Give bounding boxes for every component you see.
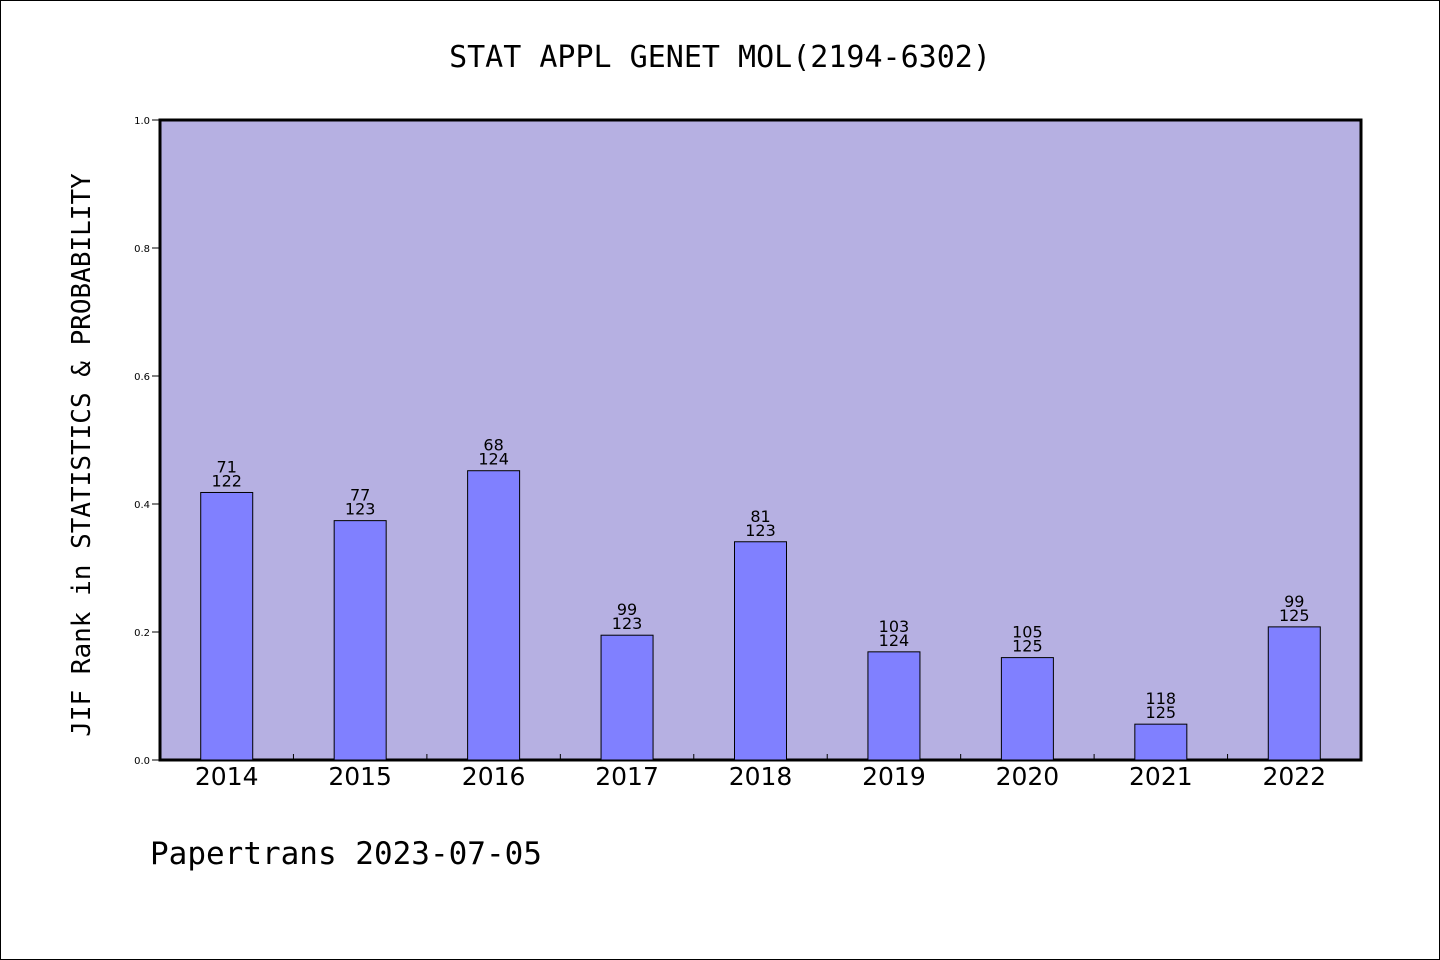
y-axis: 0.0 0.2 0.4 0.6 0.8 1.0: [134, 116, 160, 767]
bar-rank-label-2016: 68: [483, 436, 503, 455]
y-tick-label-4: 0.8: [134, 244, 150, 255]
bar-total-label-2016: 124: [478, 450, 509, 469]
bar-total-label-2014: 122: [211, 471, 242, 490]
x-tick-label-2016: 2016: [462, 762, 526, 791]
footer-text: Papertrans 2023-07-05: [150, 836, 542, 872]
x-tick-label-2018: 2018: [729, 762, 793, 791]
x-tick-label-2019: 2019: [862, 762, 926, 791]
x-tick-label-2021: 2021: [1129, 762, 1193, 791]
x-tick-label-2015: 2015: [328, 762, 392, 791]
bar-total-label-2019: 124: [879, 631, 910, 650]
bar-rank-label-2020: 105: [1012, 623, 1043, 642]
bar-2022: [1267, 626, 1321, 761]
bar-total-label-2020: 125: [1012, 637, 1043, 656]
bar-rank-label-2022: 99: [1284, 592, 1304, 611]
x-tick-label-2020: 2020: [996, 762, 1060, 791]
bar-2014: [200, 491, 254, 761]
y-axis-label: JIF Rank in STATISTICS & PROBABILITY: [67, 173, 97, 737]
y-tick-label-3: 0.6: [134, 372, 150, 383]
bar-rank-label-2019: 103: [879, 617, 910, 636]
bar-2020: [1000, 657, 1054, 761]
bar-total-label-2021: 125: [1146, 703, 1177, 722]
bar-2018: [734, 541, 787, 761]
y-tick-label-0: 0.0: [134, 756, 150, 767]
y-tick-label-2: 0.4: [134, 500, 150, 511]
bar-rank-label-2017: 99: [617, 600, 637, 619]
y-tick-label-5: 1.0: [134, 116, 150, 127]
x-tick-label-2014: 2014: [195, 762, 259, 791]
bar-2015: [333, 520, 387, 761]
bar-2016: [467, 470, 521, 761]
y-tick-label-1: 0.2: [134, 628, 150, 639]
bar-total-label-2017: 123: [612, 614, 643, 633]
bar-2019: [867, 651, 921, 761]
x-tick-label-2022: 2022: [1262, 762, 1326, 791]
chart-title: STAT APPL GENET MOL(2194-6302): [449, 40, 991, 75]
bar-total-label-2018: 123: [745, 521, 776, 540]
bar-rank-label-2014: 71: [217, 457, 237, 476]
bar-2017: [600, 634, 654, 761]
bar-total-label-2022: 125: [1279, 606, 1310, 625]
x-tick-label-2017: 2017: [595, 762, 659, 791]
x-axis: 2014 2015 2016 2017 2018 2019 2020 2021 2022: [195, 754, 1326, 791]
bar-rank-label-2015: 77: [350, 486, 370, 505]
bar-rank-label-2018: 81: [750, 507, 770, 526]
bar-total-label-2015: 123: [345, 500, 376, 519]
bar-rank-label-2021: 118: [1146, 689, 1177, 708]
bar-2021: [1134, 723, 1188, 761]
